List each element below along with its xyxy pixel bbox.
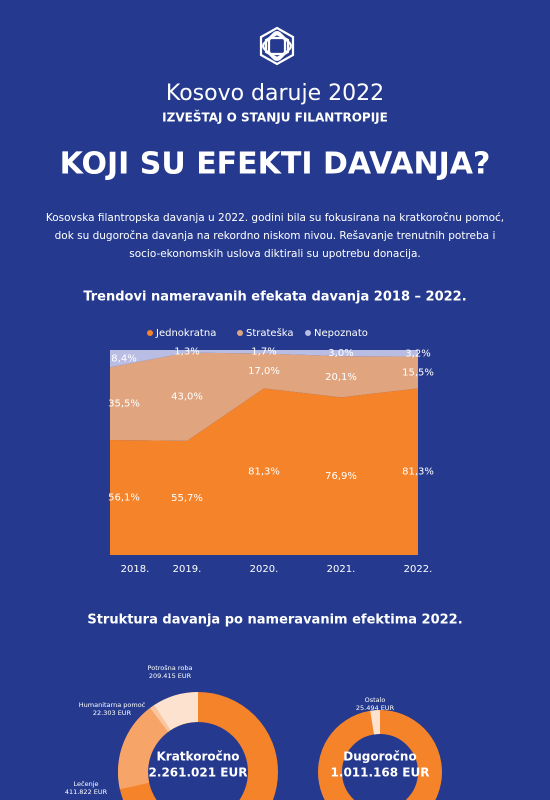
segment-name: Ostalo [365,696,386,704]
data-label: 43,0% [171,392,203,403]
legend-swatch [147,330,153,336]
section-title: Struktura davanja po nameravanim efektim… [87,613,462,628]
logo [259,26,295,66]
donut-segment [149,705,171,733]
segment-value: 411.822 EUR [65,788,108,796]
chart-title: Trendovi nameravanih efekata davanja 201… [83,290,466,305]
data-label: 76,9% [325,471,357,482]
area [110,352,418,441]
donut-segment [117,708,168,790]
intro-text: Kosovska filantropska davanja u 2022. go… [45,212,505,260]
segment-name: Lečenje [73,780,98,788]
center-total: 2.261.021 EUR [149,766,248,780]
legend-label: Jednokratna [155,328,216,339]
data-label: 81,3% [248,467,280,478]
donut-segment [154,692,198,731]
x-tick-label: 2022. [404,564,433,575]
x-tick-label: 2020. [250,564,279,575]
data-label: 1,3% [174,346,199,357]
title: Kosovo daruje 2022 [166,81,384,106]
data-label: 3,0% [328,348,353,359]
data-label: 81,3% [402,467,434,478]
data-label: 1,7% [251,347,276,358]
center-label: Dugoročno [343,750,416,764]
subtitle: IZVEŠTAJ O STANJU FILANTROPIJE [162,110,388,125]
x-tick-label: 2018. [121,564,150,575]
segment-value: 25.494 EUR [356,704,395,712]
data-label: 17,0% [248,366,280,377]
donut-segment [370,710,380,735]
data-label: 20,1% [325,372,357,383]
data-label: 3,2% [405,348,430,359]
legend-swatch [305,330,311,336]
data-label: 8,4% [111,354,136,365]
data-label: 35,5% [108,399,140,410]
headline: KOJI SU EFEKTI DAVANJA? [60,147,491,182]
center-label: Kratkoročno [156,750,239,764]
segment-value: 209.415 EUR [149,672,192,680]
segment-value: 22.303 EUR [93,709,132,717]
area [110,388,418,555]
legend-label: Strateška [246,327,294,339]
segment-name: Humanitarna pomoć [79,701,146,709]
legend-label: Nepoznato [314,328,368,339]
legend-swatch [237,330,243,336]
data-label: 15,5% [402,367,434,378]
data-label: 55,7% [171,493,203,504]
center-total: 1.011.168 EUR [331,766,430,780]
data-label: 56,1% [108,492,140,503]
segment-name: Potrošna roba [148,664,193,672]
area [110,350,418,368]
x-tick-label: 2019. [173,564,202,575]
x-tick-label: 2021. [327,564,356,575]
